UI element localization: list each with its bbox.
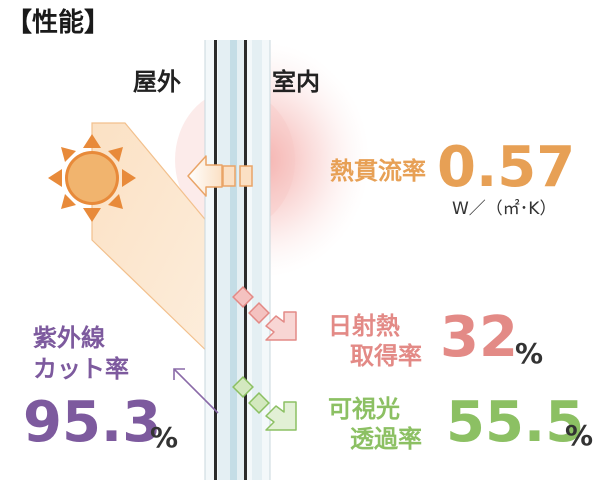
heat-arrow-left-icon <box>187 155 253 197</box>
thermal-unit: W／（㎡･K） <box>452 199 557 219</box>
visible-light-arrow-icon <box>232 376 297 431</box>
solar-value: 32 <box>440 305 518 370</box>
uv-value: 95.3 <box>23 390 162 455</box>
indoor-label: 室内 <box>272 68 320 96</box>
thermal-label: 熱貫流率 <box>330 157 426 185</box>
uv-label-line1: 紫外線 <box>33 324 105 352</box>
visible-value: 55.5 <box>446 390 585 455</box>
solar-arrow-icon <box>232 286 297 341</box>
visible-unit: % <box>565 419 594 452</box>
glass-panes <box>204 40 271 480</box>
solar-unit: % <box>515 337 544 370</box>
uv-label-line2: カット率 <box>33 355 129 383</box>
visible-label-line1: 可視光 <box>328 395 400 423</box>
visible-label-line2: 透過率 <box>350 425 422 453</box>
thermal-value: 0.57 <box>437 135 576 200</box>
uv-unit: % <box>150 421 179 454</box>
solar-label-line1: 日射熱 <box>328 312 400 340</box>
solar-label-line2: 取得率 <box>350 342 422 370</box>
page-heading: 【性能】 <box>6 8 111 38</box>
uv-cut-arrow-icon <box>173 368 219 414</box>
outdoor-label: 屋外 <box>133 68 181 96</box>
sun-icon <box>48 134 136 222</box>
